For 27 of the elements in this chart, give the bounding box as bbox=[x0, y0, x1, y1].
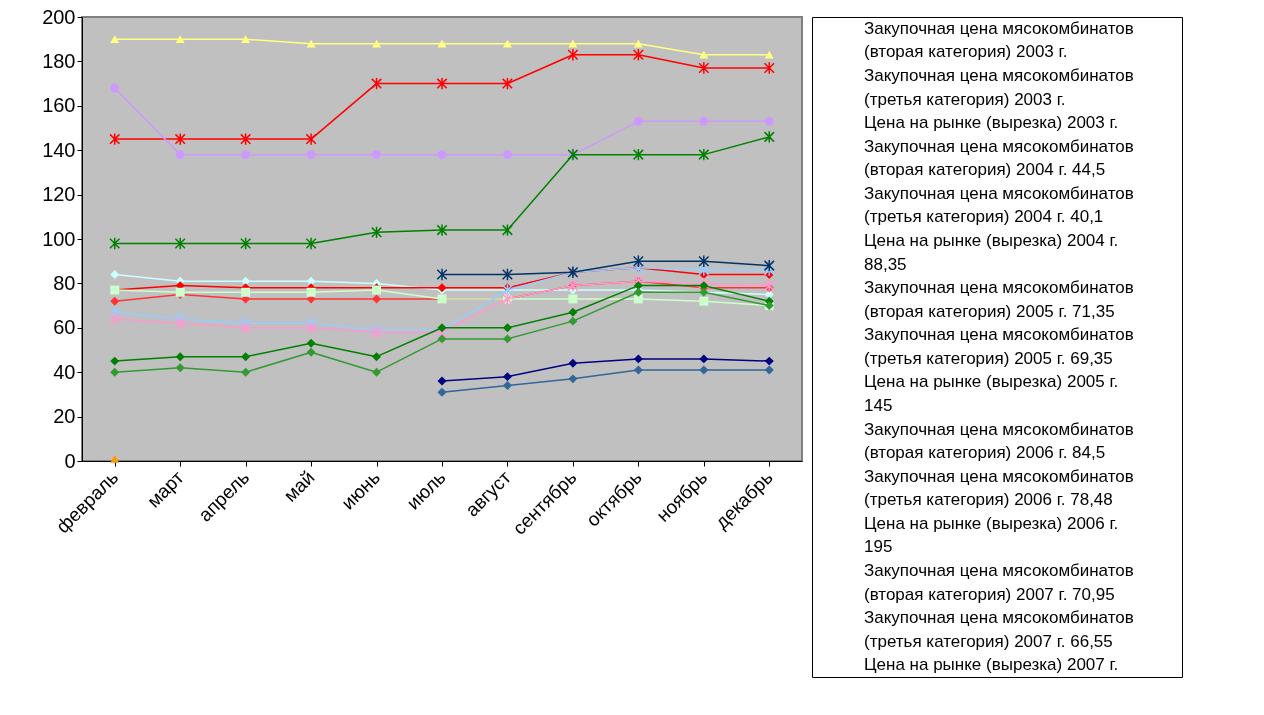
text: Закупочная цена мясокомбинатов (третья категория) 2007 г. 66,55 bbox=[864, 608, 1134, 651]
y-tick-label: 60 bbox=[53, 316, 76, 339]
text: Закупочная цена мясокомбинатов (вторая категория) 2006 г. 84,5 bbox=[864, 419, 1134, 463]
text: Закупочная цена мясокомбинатов (вторая категория) 2003 г. bbox=[864, 18, 1134, 62]
text: Закупочная цена мясокомбинатов (третья категория) 2003 г. bbox=[864, 65, 1134, 109]
text: Закупочная цена мясокомбинатов (третья категория) 2005 г. 69,35 bbox=[864, 325, 1134, 368]
y-tick-label: 180 bbox=[42, 49, 76, 72]
text: Цена на рынке (вырезка) 2003 г. bbox=[864, 113, 1119, 133]
y-tick-label: 40 bbox=[53, 360, 76, 383]
text: Закупочная цена мясокомбинатов (третья категория) 2006 г. 78,48 bbox=[864, 466, 1134, 510]
text: Закупочная цена мясокомбинатов (вторая категория) 2007 г. 70,95 bbox=[864, 560, 1134, 604]
y-tick-label: 200 bbox=[42, 5, 76, 28]
y-tick-label: 100 bbox=[42, 227, 76, 250]
text: Цена на рынке (вырезка) 2007 г. bbox=[864, 655, 1119, 675]
text: Закупочная цена мясокомбинатов (вторая категория) 2004 г. 44,5 bbox=[864, 136, 1134, 180]
y-tick-label: 120 bbox=[42, 183, 76, 206]
text: Закупочная цена мясокомбинатов (третья категория) 2004 г. 40,1 bbox=[864, 183, 1134, 227]
y-tick-label: 140 bbox=[42, 138, 76, 161]
y-tick-label: 160 bbox=[42, 94, 76, 117]
y-tick-label: 20 bbox=[53, 405, 76, 428]
text: Цена на рынке (вырезка) 2005 г. 145 bbox=[864, 372, 1119, 415]
text: Закупочная цена мясокомбинатов (вторая категория) 2005 г. 71,35 bbox=[864, 278, 1134, 321]
y-tick-label: 80 bbox=[53, 271, 76, 294]
y-tick-label: 0 bbox=[64, 449, 76, 472]
text: Цена на рынке (вырезка) 2004 г. 88,35 bbox=[864, 230, 1119, 274]
x-tick-label: май bbox=[279, 466, 319, 506]
text: Цена на рынке (вырезка) 2006 г. 195 bbox=[864, 513, 1119, 557]
